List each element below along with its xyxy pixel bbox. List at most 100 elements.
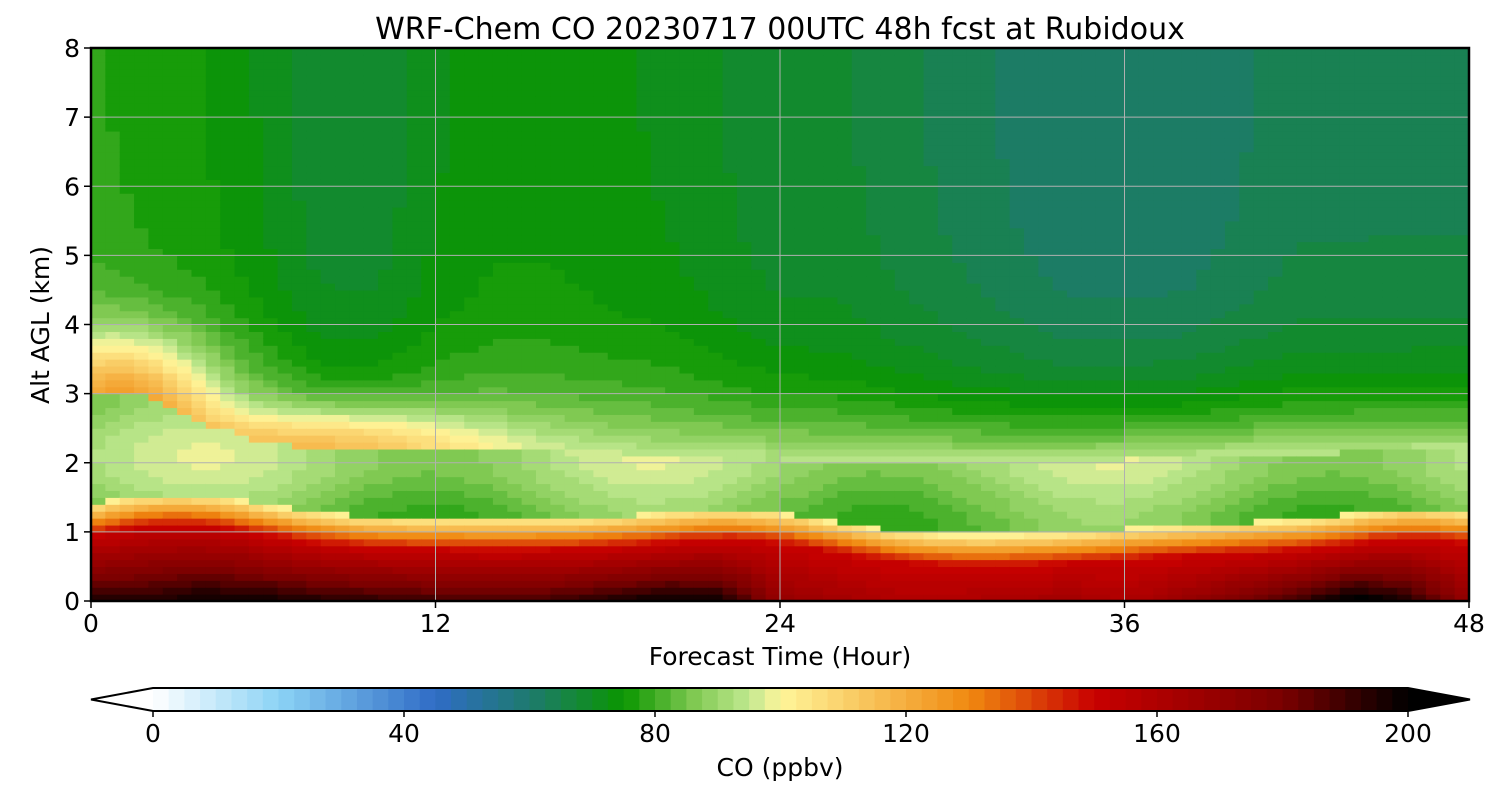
field-cell xyxy=(751,435,767,443)
field-cell xyxy=(263,552,279,561)
field-cell xyxy=(736,54,752,63)
field-cell xyxy=(406,504,422,512)
field-cell xyxy=(880,276,896,284)
field-cell xyxy=(435,89,451,97)
field-cell xyxy=(392,241,408,250)
field-cell xyxy=(866,365,882,374)
field-cell xyxy=(937,393,953,402)
field-cell xyxy=(909,331,925,339)
field-cell xyxy=(923,393,939,402)
field-cell xyxy=(162,442,178,450)
field-cell xyxy=(349,68,365,77)
field-cell xyxy=(392,566,408,574)
field-cell xyxy=(650,345,666,353)
field-cell xyxy=(162,276,178,284)
field-cell xyxy=(780,400,795,409)
field-cell xyxy=(363,200,379,208)
field-cell xyxy=(593,234,609,243)
field-cell xyxy=(851,490,867,498)
field-cell xyxy=(148,186,164,194)
field-cell xyxy=(837,386,853,395)
field-cell xyxy=(478,103,494,111)
field-cell xyxy=(521,75,537,84)
field-cell xyxy=(952,193,968,201)
field-cell xyxy=(851,531,867,540)
field-cell xyxy=(894,179,910,187)
field-cell xyxy=(507,594,523,601)
field-cell xyxy=(708,435,724,443)
field-cell xyxy=(665,303,681,312)
field-cell xyxy=(406,241,422,250)
field-cell xyxy=(205,421,221,429)
field-cell xyxy=(492,476,508,485)
field-cell xyxy=(650,476,666,485)
field-cell xyxy=(880,296,896,305)
field-cell xyxy=(966,276,982,284)
field-cell xyxy=(349,345,365,353)
field-cell xyxy=(564,531,580,540)
field-cell xyxy=(91,82,106,91)
field-cell xyxy=(550,165,566,174)
field-cell xyxy=(937,172,953,180)
field-cell xyxy=(650,269,666,277)
field-cell xyxy=(392,213,408,222)
field-cell xyxy=(392,407,408,415)
field-cell xyxy=(105,48,121,56)
field-cell xyxy=(636,317,652,326)
field-cell xyxy=(306,324,322,333)
field-cell xyxy=(507,476,523,485)
field-cell xyxy=(91,587,106,595)
field-cell xyxy=(421,186,437,194)
field-cell xyxy=(177,580,193,588)
field-cell xyxy=(535,151,551,160)
field-cell xyxy=(248,296,264,305)
field-cell xyxy=(349,151,365,160)
field-cell xyxy=(909,455,925,464)
field-cell xyxy=(851,476,867,485)
field-cell xyxy=(134,442,150,450)
field-cell xyxy=(134,469,150,478)
field-cell xyxy=(148,379,164,388)
field-cell xyxy=(507,151,523,160)
field-cell xyxy=(191,68,207,77)
field-cell xyxy=(277,476,293,485)
field-cell xyxy=(335,497,350,505)
field-cell xyxy=(378,144,394,153)
field-cell xyxy=(780,497,795,505)
field-cell xyxy=(119,511,135,519)
field-cell xyxy=(693,552,709,561)
field-cell xyxy=(808,158,824,167)
field-cell xyxy=(765,393,781,402)
field-cell xyxy=(306,54,322,63)
field-cell xyxy=(923,269,939,277)
field-cell xyxy=(320,359,336,367)
field-cell xyxy=(406,82,422,91)
field-cell xyxy=(521,435,537,443)
field-cell xyxy=(894,338,910,346)
field-cell xyxy=(780,283,795,291)
field-cell xyxy=(464,200,480,208)
field-cell xyxy=(291,110,307,118)
field-cell xyxy=(521,573,537,581)
field-cell xyxy=(119,545,135,554)
field-cell xyxy=(636,103,652,111)
field-cell xyxy=(693,151,709,160)
field-cell xyxy=(492,317,508,326)
field-cell xyxy=(837,103,853,111)
field-cell xyxy=(722,538,738,547)
field-cell xyxy=(449,538,465,547)
field-cell xyxy=(291,462,307,471)
field-cell xyxy=(306,483,322,491)
field-cell xyxy=(579,151,594,160)
field-cell xyxy=(736,594,752,601)
field-cell xyxy=(378,158,394,167)
field-cell xyxy=(349,165,365,174)
field-cell xyxy=(650,303,666,312)
field-cell xyxy=(162,538,178,547)
field-cell xyxy=(837,289,853,298)
field-cell xyxy=(119,393,135,402)
field-cell xyxy=(736,580,752,588)
field-cell xyxy=(349,303,365,312)
field-cell xyxy=(607,538,623,547)
field-cell xyxy=(464,587,480,595)
